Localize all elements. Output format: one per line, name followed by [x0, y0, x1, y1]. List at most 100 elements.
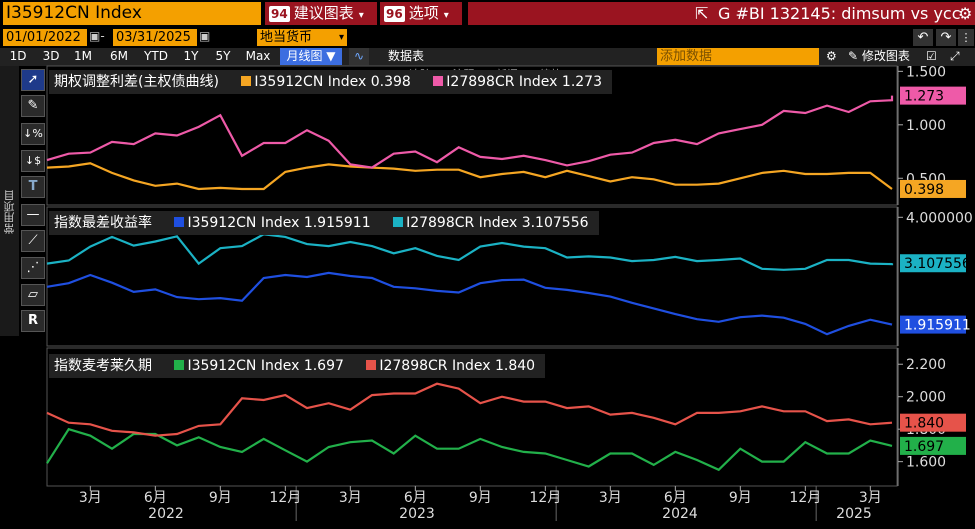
y-tick-label: 1.000 — [906, 118, 946, 134]
annotate-icon[interactable]: ☑ — [926, 49, 937, 63]
options-menu[interactable]: 96 选项 ▾ — [380, 2, 462, 25]
calendar-icon[interactable]: ▣ — [199, 29, 211, 43]
currency-label: 地当货币 — [260, 30, 313, 45]
series-line — [46, 427, 893, 472]
panel-1-title: 期权调整利差(主权债曲线) — [54, 74, 219, 90]
options-label: 选项 — [408, 4, 439, 22]
ticker-field[interactable]: I35912CN Index — [3, 2, 261, 25]
legend-series-name: I27898CR Index — [379, 358, 491, 374]
series-line — [46, 271, 893, 336]
add-data-input[interactable]: 添加数据 — [657, 48, 819, 65]
last-value-label: 0.398 — [904, 182, 944, 198]
period-button-1d[interactable]: 1D — [4, 48, 32, 65]
last-value-label: 3.107556 — [904, 256, 971, 272]
last-value-label: 1.915911 — [904, 318, 971, 334]
undo-icon[interactable]: ↶ — [913, 29, 933, 46]
panel-3-title: 指数麦考莱久期 — [54, 358, 152, 374]
legend-item: I35912CN Index 1.915911 — [166, 215, 371, 231]
year-label: 2022 — [148, 506, 184, 522]
edit-chart-label: 修改图表 — [861, 49, 910, 63]
redo-icon[interactable]: ↷ — [936, 29, 956, 46]
period-button-3d[interactable]: 3D — [38, 48, 64, 65]
legend-item: I27898CR Index 3.107556 — [385, 215, 589, 231]
x-tick-label: 3月 — [339, 490, 362, 506]
zoom-icon[interactable]: ⤢ — [950, 49, 960, 63]
data-table-button[interactable]: 数据表 — [380, 48, 432, 65]
suggested-charts-label: 建议图表 — [293, 4, 354, 22]
x-tick-label: 3月 — [79, 490, 102, 506]
x-tick-label: 12月 — [269, 490, 301, 506]
regression-tool-icon[interactable]: R — [21, 310, 45, 332]
horizontal-line-tool-icon[interactable]: — — [21, 204, 45, 226]
suggested-charts-menu[interactable]: 94 建议图表 ▾ — [265, 2, 377, 25]
trend-line-tool-icon[interactable]: ⟋ — [21, 230, 45, 252]
legend-series-name: I35912CN Index — [187, 358, 300, 374]
chevron-down-icon: ▾ — [443, 10, 449, 21]
legend-series-name: I35912CN Index — [187, 215, 300, 231]
legend-panel-3: 指数麦考莱久期 I35912CN Index 1.697 I27898CR In… — [49, 354, 546, 378]
year-label: 2024 — [662, 506, 698, 522]
legend-item: I35912CN Index 0.398 — [233, 74, 411, 90]
period-button-5y[interactable]: 5Y — [210, 48, 236, 65]
panel-2-title: 指数最差收益率 — [54, 215, 152, 231]
last-value-label: 1.840 — [904, 416, 944, 432]
x-tick-label: 9月 — [469, 490, 492, 506]
legend-item: I27898CR Index 1.840 — [358, 358, 535, 374]
period-button-1m[interactable]: 1M — [68, 48, 98, 65]
text-tool-icon[interactable]: T — [21, 176, 45, 198]
pen-tool-icon[interactable]: ✎ — [21, 95, 45, 117]
pointer-tool-icon[interactable]: ➚ — [21, 69, 45, 91]
period-button-ytd[interactable]: YTD — [140, 48, 172, 65]
legend-swatch — [174, 217, 185, 227]
settings-icon[interactable]: ⚙ — [826, 49, 837, 63]
menu-number: 96 — [384, 6, 405, 22]
x-tick-label: 6月 — [144, 490, 167, 506]
legend-series-value: 3.107556 — [521, 215, 589, 231]
x-tick-label: 9月 — [729, 490, 752, 506]
edit-chart-button[interactable]: ✎ 修改图表 — [848, 48, 910, 65]
y-tick-label: 1.600 — [906, 455, 946, 471]
year-label: 2023 — [399, 506, 435, 522]
legend-swatch — [433, 76, 444, 86]
series-line — [46, 382, 893, 437]
start-date-input[interactable]: 01/01/2022 — [3, 29, 87, 46]
legend-series-value: 0.398 — [370, 74, 411, 90]
period-button-1y[interactable]: 1Y — [178, 48, 204, 65]
chevron-down-icon: ▾ — [358, 10, 364, 21]
settings-icon[interactable]: ⚙ — [958, 4, 973, 23]
legend-swatch — [393, 217, 404, 227]
channel-tool-icon[interactable]: ⋰ — [21, 257, 45, 279]
legend-swatch — [366, 360, 377, 370]
chart-title-bar: ⇱ G #BI 132145: dimsum vs ycc ⚙ — [468, 2, 975, 25]
chevron-down-icon: ▾ — [338, 32, 344, 43]
pencil-icon: ✎ — [848, 49, 859, 63]
legend-series-name: I27898CR Index — [446, 74, 558, 90]
period-button-max[interactable]: Max — [242, 48, 274, 65]
rectangle-tool-icon[interactable]: ▱ — [21, 284, 45, 306]
x-tick-label: 12月 — [789, 490, 821, 506]
last-value-box — [900, 315, 966, 334]
y-tick-label: 1.500 — [906, 64, 946, 80]
last-value-label: 1.697 — [904, 439, 944, 455]
legend-series-value: 1.840 — [494, 358, 536, 374]
end-date-input[interactable]: 03/31/2025 — [113, 29, 197, 46]
legend-series-value: 1.915911 — [303, 215, 371, 231]
side-panel — [0, 66, 19, 336]
legend-swatch — [174, 360, 185, 370]
x-tick-label: 12月 — [529, 490, 561, 506]
last-value-label: 1.273 — [904, 89, 944, 105]
legend-item: I27898CR Index 1.273 — [425, 74, 602, 90]
dollar-tool-icon[interactable]: ↓$ — [21, 150, 45, 172]
dots-icon[interactable]: ⋮ — [958, 29, 974, 46]
percent-tool-icon[interactable]: ↓% — [21, 123, 45, 145]
series-line — [46, 95, 894, 169]
export-icon[interactable]: ⇱ — [695, 4, 709, 23]
chart-type-select[interactable]: 月线图 ▼ — [280, 48, 342, 65]
line-chart-icon[interactable]: ∿ — [349, 48, 369, 65]
year-label: 2025 — [836, 506, 872, 522]
calendar-icon[interactable]: ▣- — [89, 29, 105, 43]
x-tick-label: 3月 — [599, 490, 622, 506]
legend-series-value: 1.697 — [303, 358, 344, 374]
period-button-6m[interactable]: 6M — [104, 48, 134, 65]
currency-select[interactable]: 地当货币 ▾ — [257, 29, 347, 46]
